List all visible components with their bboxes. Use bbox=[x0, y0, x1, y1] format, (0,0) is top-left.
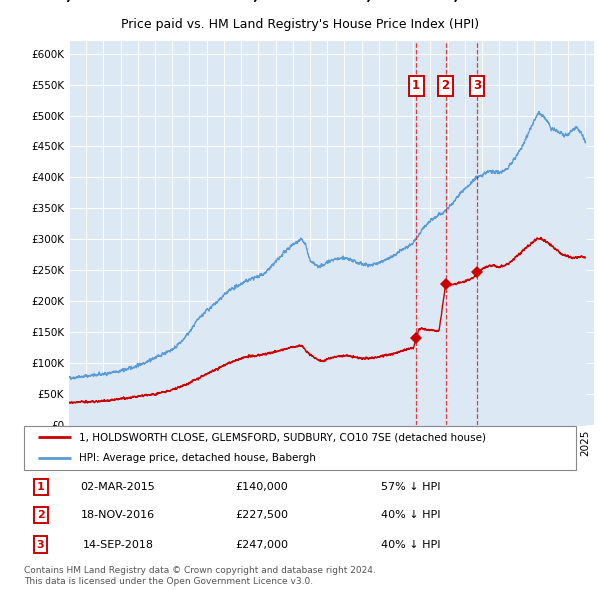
Text: 1, HOLDSWORTH CLOSE, GLEMSFORD, SUDBURY, CO10 7SE (detached house): 1, HOLDSWORTH CLOSE, GLEMSFORD, SUDBURY,… bbox=[79, 432, 486, 442]
Text: 57% ↓ HPI: 57% ↓ HPI bbox=[380, 482, 440, 492]
Text: 1: 1 bbox=[37, 482, 44, 492]
Text: 14-SEP-2018: 14-SEP-2018 bbox=[82, 540, 154, 549]
Text: 2: 2 bbox=[442, 79, 449, 93]
Text: Contains HM Land Registry data © Crown copyright and database right 2024.
This d: Contains HM Land Registry data © Crown c… bbox=[24, 566, 376, 586]
Text: £227,500: £227,500 bbox=[235, 510, 288, 520]
FancyBboxPatch shape bbox=[24, 426, 576, 470]
Text: 1: 1 bbox=[412, 79, 420, 93]
Text: 3: 3 bbox=[37, 540, 44, 549]
Text: 2: 2 bbox=[37, 510, 44, 520]
Text: 3: 3 bbox=[473, 79, 481, 93]
Text: Price paid vs. HM Land Registry's House Price Index (HPI): Price paid vs. HM Land Registry's House … bbox=[121, 18, 479, 31]
Text: 40% ↓ HPI: 40% ↓ HPI bbox=[380, 510, 440, 520]
Text: 1, HOLDSWORTH CLOSE, GLEMSFORD, SUDBURY, CO10 7SE: 1, HOLDSWORTH CLOSE, GLEMSFORD, SUDBURY,… bbox=[56, 0, 544, 3]
Text: £140,000: £140,000 bbox=[235, 482, 288, 492]
Text: 40% ↓ HPI: 40% ↓ HPI bbox=[380, 540, 440, 549]
Text: 18-NOV-2016: 18-NOV-2016 bbox=[81, 510, 155, 520]
Text: 02-MAR-2015: 02-MAR-2015 bbox=[80, 482, 155, 492]
Text: HPI: Average price, detached house, Babergh: HPI: Average price, detached house, Babe… bbox=[79, 453, 316, 463]
Text: £247,000: £247,000 bbox=[235, 540, 288, 549]
